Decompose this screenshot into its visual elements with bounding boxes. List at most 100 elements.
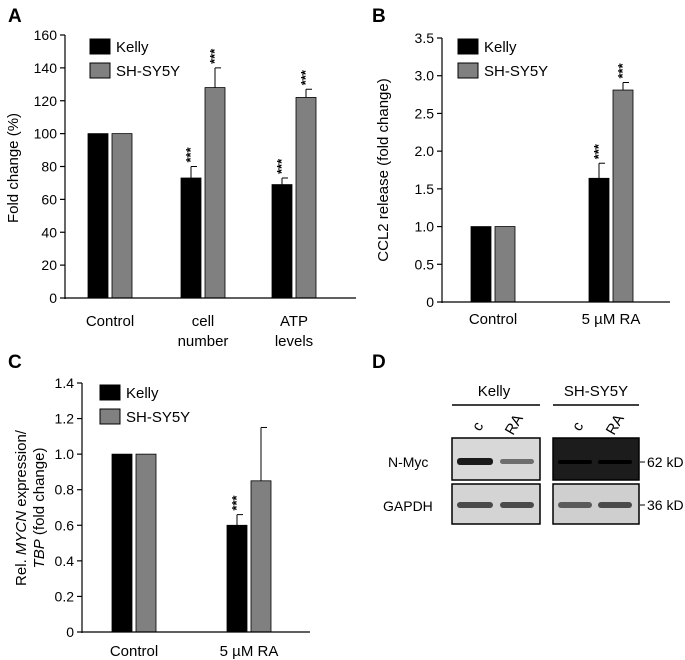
panel-c-ylabel-line2: TBP (fold change) [31, 448, 48, 569]
panel-c-y-tick-label: 1.0 [55, 446, 75, 462]
panel-b-bar-shsy5y-1 [612, 89, 634, 303]
panel-c-label: C [8, 352, 22, 373]
panel-a-ylabel: Fold change (%) [5, 113, 22, 223]
panel-b-bars: *** *** [470, 62, 634, 303]
panel-c-bar-shsy5y-1 [250, 480, 272, 633]
panel-c-category-label: Control [110, 643, 158, 660]
panel-c-ylabel: Rel. MYCN expression/ TBP (fold change) [13, 429, 48, 586]
band-kelly-c-nmyc [457, 458, 493, 465]
svg-text:c: c [469, 419, 488, 434]
panel-a-bar-kelly-2 [271, 184, 293, 299]
panel-c-legend: Kelly SH-SY5Y [99, 384, 190, 426]
panel-a-bar-shsy5y-1 [204, 87, 226, 299]
band-shsy5y-c-gapdh [558, 502, 592, 508]
panel-c-bar-shsy5y-0 [135, 453, 157, 633]
panel-b-y-tick-label: 0 [426, 294, 434, 310]
panel-b-y-ticks: 0 0.5 1.0 1.5 2.0 2.5 3.0 3.5 [415, 30, 442, 310]
band-shsy5y-ra-nmyc [598, 460, 632, 464]
panel-d: D Kelly SH-SY5Y c RA c RA N-Myc GAPDH [372, 352, 684, 525]
panel-c: C Rel. MYCN expression/ TBP (fold change… [8, 352, 310, 660]
panel-c-y-tick-label: 0.8 [55, 482, 75, 498]
panel-b-y-tick-label: 1.0 [415, 219, 435, 235]
panel-a-y-tick-label: 20 [41, 257, 57, 273]
panel-a-categories: Control cell number ATP levels [86, 313, 313, 350]
panel-c-y-tick-label: 1.2 [55, 411, 75, 427]
band-kelly-ra-nmyc [500, 459, 534, 464]
panel-c-bar-kelly-1 [226, 524, 248, 633]
lane-label-shsy5y-ra: RA [603, 411, 628, 438]
panel-a-bars: *** *** *** *** [87, 48, 317, 299]
legend-shsy5y-label: SH-SY5Y [116, 63, 180, 80]
panel-b-ylabel: CCL2 release (fold change) [375, 78, 392, 261]
panel-b-y-tick-label: 3.5 [415, 30, 435, 46]
panel-a-y-tick-label: 160 [34, 27, 58, 43]
panel-c-y-tick-label: 0.4 [55, 553, 75, 569]
panel-c-y-ticks: 0 0.2 0.4 0.6 0.8 1.0 1.2 1.4 [55, 375, 82, 640]
panel-b-y-tick-label: 1.5 [415, 181, 435, 197]
size-marker-36: 36 kD [647, 497, 684, 513]
lane-label-kelly-ra: RA [502, 411, 527, 438]
legend-kelly-label: Kelly [116, 39, 149, 56]
panel-a-category-label: number [178, 333, 229, 350]
panel-a-y-tick-label: 0 [49, 290, 57, 306]
svg-text:RA: RA [603, 411, 628, 438]
panel-a-significance: *** [298, 69, 313, 85]
panel-a-legend: Kelly SH-SY5Y [89, 38, 180, 80]
panel-b-label: B [372, 6, 386, 27]
panel-a-ylabel-text: Fold change (%) [5, 113, 22, 223]
panel-b-y-tick-label: 2.5 [415, 105, 435, 121]
panel-c-y-tick-label: 0.6 [55, 517, 75, 533]
panel-b-categories: Control 5 µM RA [469, 311, 641, 328]
legend-kelly-swatch [457, 38, 479, 55]
svg-text:RA: RA [502, 411, 527, 438]
size-marker-62: 62 kD [647, 454, 684, 470]
legend-kelly-swatch [99, 384, 121, 401]
legend-shsy5y-label: SH-SY5Y [484, 63, 548, 80]
blot-group-shsy5y: SH-SY5Y [564, 383, 628, 400]
band-shsy5y-ra-gapdh [598, 502, 632, 508]
legend-shsy5y-label: SH-SY5Y [126, 409, 190, 426]
panel-a-y-tick-label: 120 [34, 93, 58, 109]
legend-shsy5y-swatch [89, 62, 111, 79]
panel-a-bar-kelly-0 [87, 133, 109, 299]
panel-b-category-label: 5 µM RA [582, 311, 641, 328]
band-kelly-c-gapdh [457, 502, 493, 508]
panel-b-y-tick-label: 3.0 [415, 68, 435, 84]
panel-a-y-tick-label: 140 [34, 60, 58, 76]
legend-shsy5y-swatch [99, 408, 121, 425]
panel-c-bars: *** [111, 426, 272, 633]
panel-b: B CCL2 release (fold change) 0 0.5 1.0 1.5 2… [372, 6, 670, 328]
panel-a-y-ticks: 0 20 40 60 80 100 120 140 160 [34, 27, 65, 306]
blot-shsy5y-nmyc [552, 437, 640, 481]
panel-c-y-tick-label: 1.4 [55, 375, 75, 391]
panel-c-y-tick-label: 0 [66, 624, 74, 640]
panel-b-legend: Kelly SH-SY5Y [457, 38, 548, 80]
panel-a-category-label: ATP [280, 313, 308, 330]
band-shsy5y-c-nmyc [558, 460, 592, 464]
panel-b-ylabel-text: CCL2 release (fold change) [375, 78, 392, 261]
legend-shsy5y-swatch [457, 62, 479, 79]
panel-a-significance: *** [274, 158, 289, 174]
panel-b-y-tick-label: 0.5 [415, 256, 435, 272]
panel-a-y-tick-label: 100 [34, 126, 58, 142]
panel-c-ylabel-line1: Rel. MYCN expression/ [13, 429, 30, 586]
panel-a-bar-shsy5y-0 [111, 133, 133, 299]
panel-b-bar-shsy5y-0 [494, 226, 516, 303]
panel-c-category-label: 5 µM RA [220, 643, 279, 660]
panel-a-y-tick-label: 40 [41, 224, 57, 240]
svg-text:c: c [569, 419, 588, 434]
panel-d-label: D [372, 352, 386, 373]
panel-b-bar-kelly-1 [588, 177, 610, 303]
panel-a-significance: *** [207, 48, 222, 64]
panel-a-category-label: cell [192, 313, 215, 330]
lane-label-shsy5y-c: c [569, 419, 588, 434]
panel-b-category-label: Control [469, 311, 517, 328]
band-kelly-ra-gapdh [500, 502, 534, 508]
panel-c-significance: *** [229, 494, 244, 510]
panel-a: A Fold change (%) 020406080100120140160 … [5, 6, 356, 350]
panel-c-y-tick-label: 0.2 [55, 588, 75, 604]
legend-kelly-label: Kelly [126, 385, 159, 402]
panel-b-significance: *** [615, 62, 630, 78]
legend-kelly-swatch [89, 38, 111, 55]
